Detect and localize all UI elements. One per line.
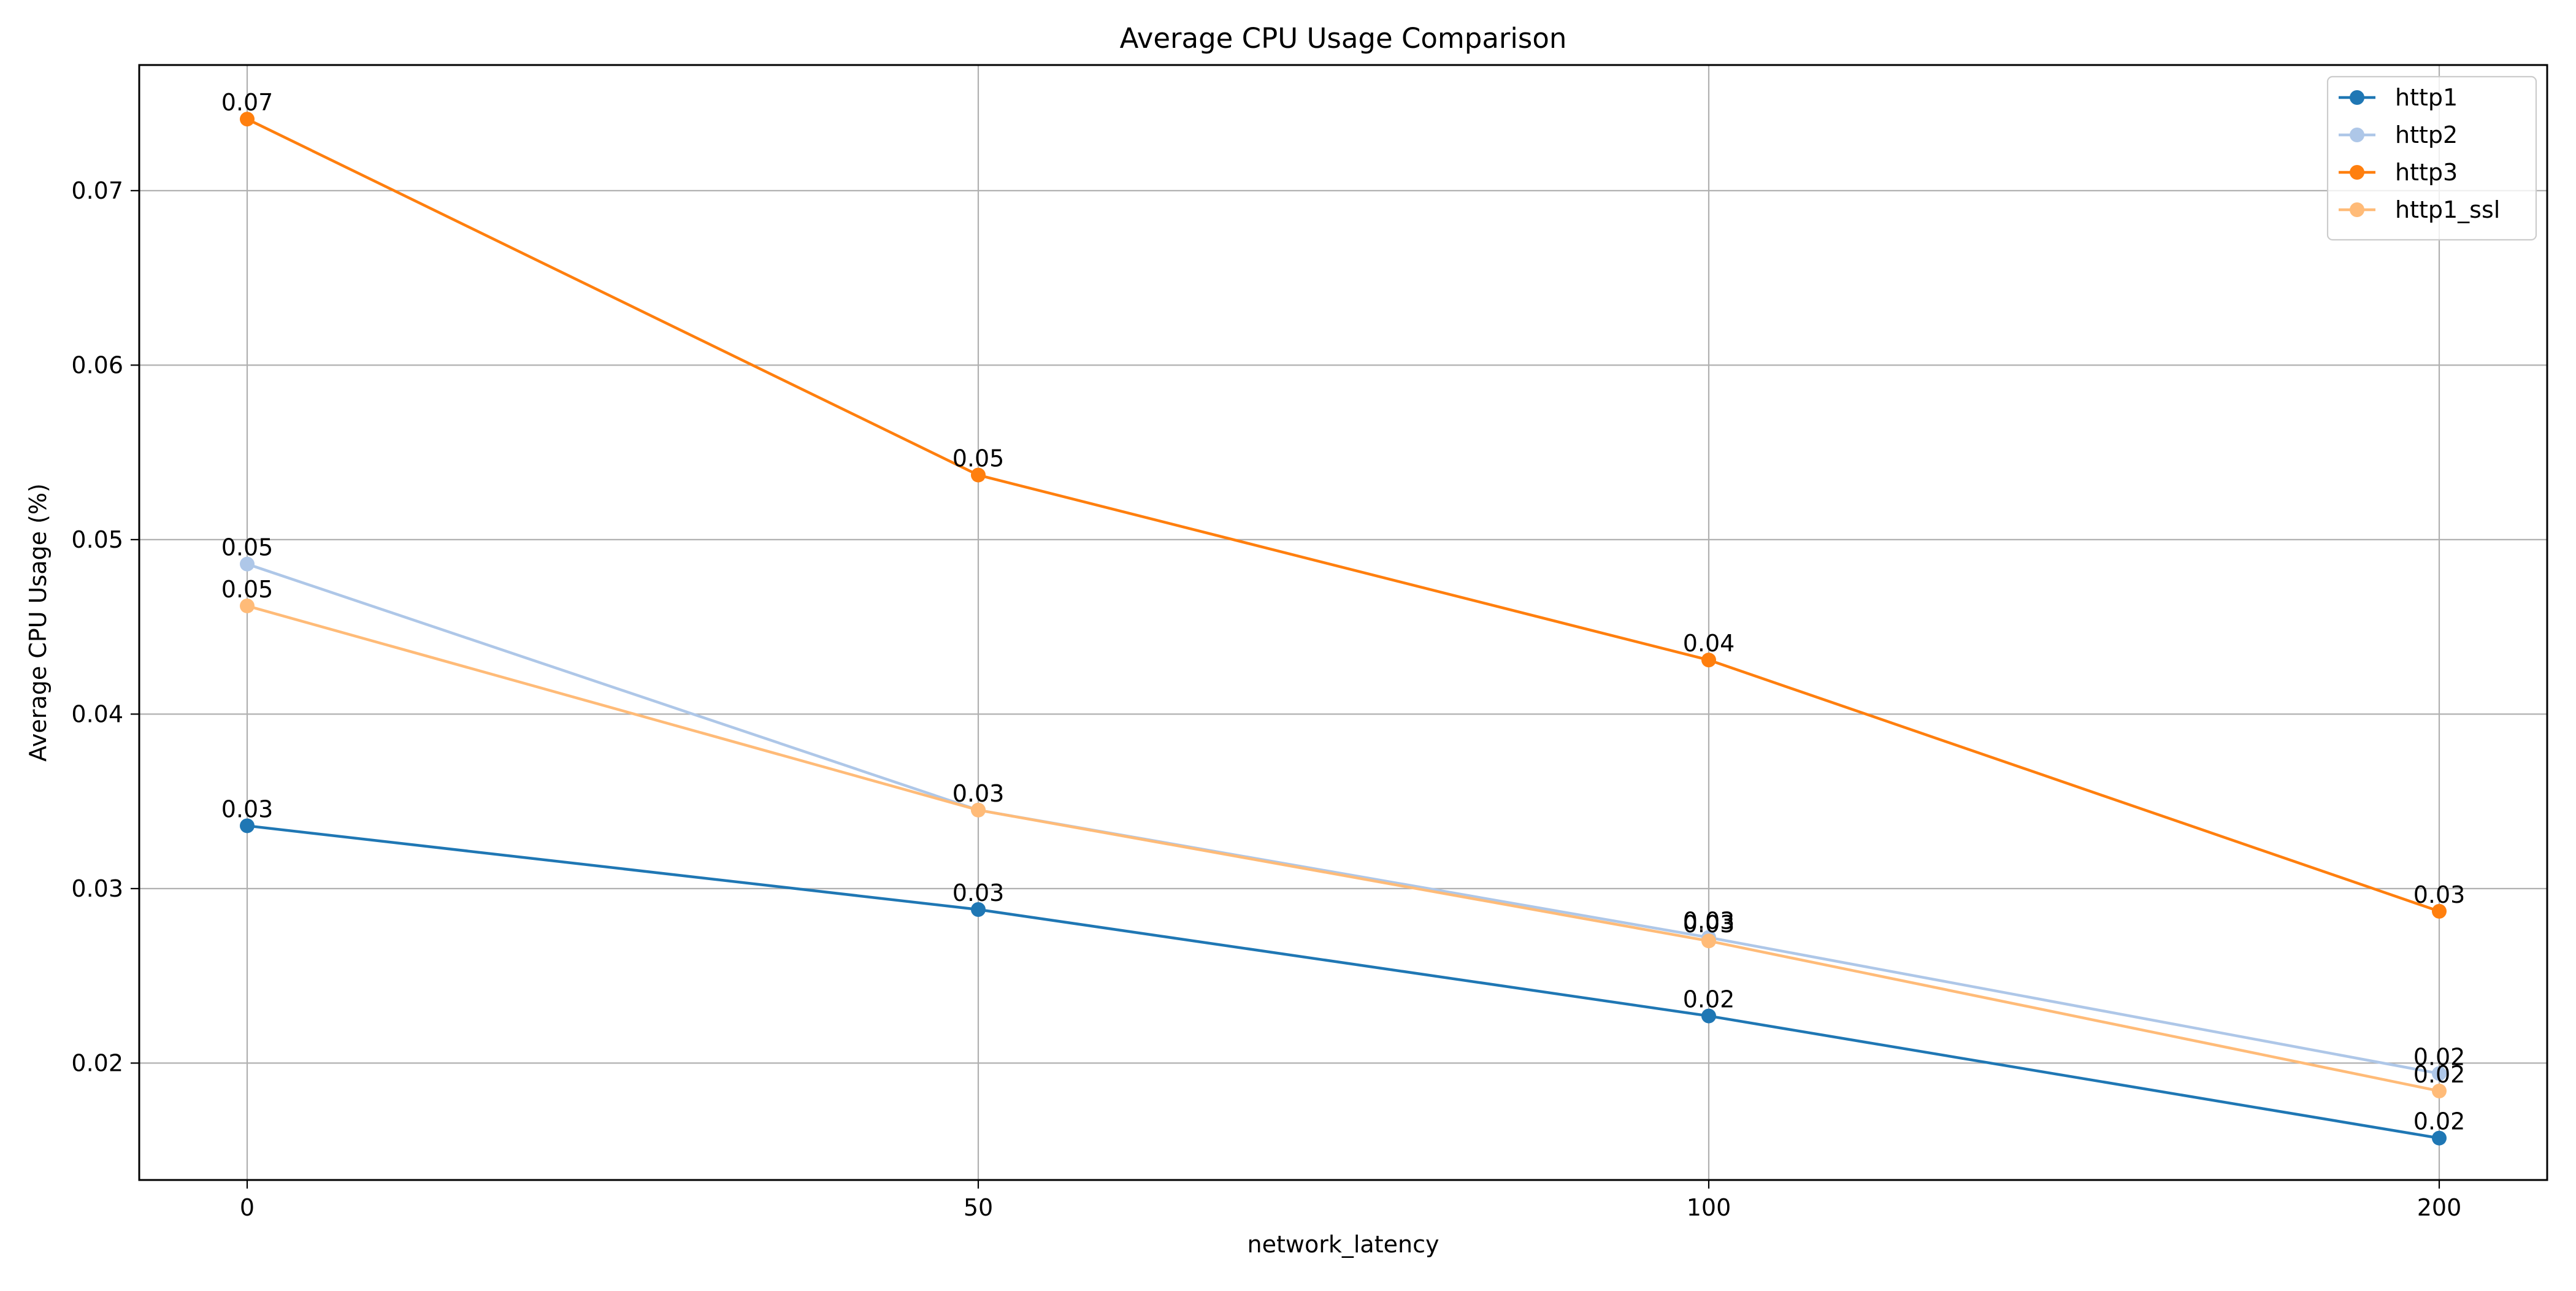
x-tick-label: 50 [964, 1194, 993, 1221]
data-label-http3: 0.04 [1683, 630, 1735, 657]
legend-marker-http1_ssl [2350, 202, 2364, 217]
data-point-http1_ssl [971, 802, 986, 818]
data-label-http1: 0.03 [221, 795, 274, 822]
x-tick-label: 100 [1687, 1194, 1731, 1221]
legend-box [2326, 75, 2537, 241]
data-label-http1_ssl: 0.05 [221, 576, 274, 603]
data-point-http1 [1701, 1008, 1716, 1024]
x-tick-label: 0 [240, 1194, 255, 1221]
data-point-http3 [971, 467, 986, 483]
y-tick-label: 0.05 [71, 526, 123, 553]
data-label-http3: 0.03 [2413, 881, 2466, 908]
series-layer [240, 112, 2447, 1146]
data-point-http1 [2432, 1130, 2447, 1146]
legend-label-http1: http1 [2395, 84, 2458, 111]
data-label-http2: 0.03 [1683, 908, 1735, 935]
chart-title: Average CPU Usage Comparison [1120, 22, 1567, 55]
data-point-http2 [2432, 1066, 2447, 1081]
y-tick-label: 0.03 [71, 875, 123, 902]
data-point-http3 [2432, 903, 2447, 919]
data-point-http1_ssl [2432, 1083, 2447, 1098]
data-label-http1_ssl: 0.02 [2413, 1061, 2466, 1088]
y-tick-label: 0.02 [71, 1049, 123, 1076]
series-line-http2 [247, 562, 2440, 1075]
y-tick-label: 0.06 [71, 351, 123, 378]
data-point-http1_ssl [1701, 933, 1716, 949]
legend-label-http2: http2 [2395, 121, 2458, 148]
series-line-http1_ssl [247, 604, 2440, 1093]
legend-marker-http3 [2350, 165, 2364, 180]
legend-marker-http1 [2350, 90, 2364, 105]
x-tick-label: 200 [2417, 1194, 2462, 1221]
y-tick-label: 0.04 [71, 700, 123, 727]
data-point-http2 [240, 556, 255, 572]
series-line-http1 [247, 824, 2440, 1140]
data-labels: 0.030.030.020.020.050.030.030.020.070.05… [221, 89, 2466, 1135]
plot-frame [138, 64, 2548, 1181]
y-tick-label: 0.07 [71, 177, 123, 204]
data-point-http3 [240, 112, 255, 127]
data-label-http3: 0.05 [953, 445, 1005, 472]
data-label-http1_ssl: 0.03 [953, 780, 1005, 807]
data-label-http2: 0.05 [221, 534, 274, 561]
data-point-http1_ssl [240, 598, 255, 613]
x-axis-label: network_latency [1248, 1231, 1439, 1258]
data-point-http3 [1701, 653, 1716, 668]
data-label-http2: 0.03 [953, 780, 1005, 807]
data-label-http1: 0.02 [2413, 1108, 2466, 1135]
legend-label-http3: http3 [2395, 159, 2458, 186]
data-point-http1 [240, 818, 255, 833]
data-point-http1 [971, 902, 986, 917]
legend: http1 http2 http3 http1_ssl [2326, 75, 2537, 241]
data-label-http1_ssl: 0.03 [1683, 911, 1735, 938]
legend-marker-http2 [2350, 128, 2364, 142]
data-label-http1: 0.02 [1683, 986, 1735, 1013]
grid [139, 65, 2547, 1180]
legend-label-http1_ssl: http1_ssl [2395, 196, 2500, 223]
data-label-http2: 0.02 [2413, 1043, 2466, 1070]
series-line-http3 [247, 118, 2440, 913]
data-label-http1: 0.03 [953, 879, 1005, 906]
axis-ticks: 0 50 100 200 0.02 0.03 0.04 0.05 0.06 0.07 [71, 177, 2461, 1221]
y-axis-label: Average CPU Usage (%) [25, 483, 52, 762]
data-label-http3: 0.07 [221, 89, 274, 116]
